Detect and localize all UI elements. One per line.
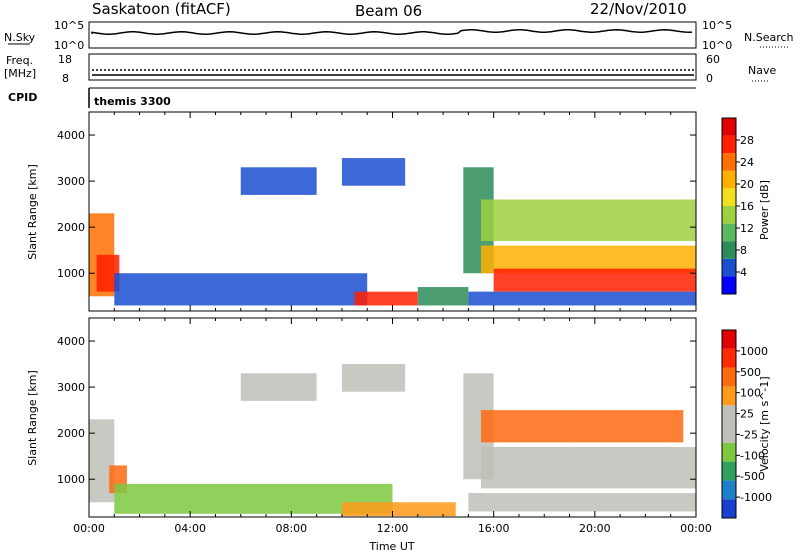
nsearch-tick-bottom: 10^0	[702, 39, 732, 52]
colorbar-swatch	[722, 348, 736, 368]
colorbar-swatch	[722, 188, 736, 206]
data-region	[341, 364, 406, 392]
colorbar-swatch	[722, 405, 736, 424]
y-tick-label: 1000	[57, 267, 85, 280]
x-tick-label: 20:00	[579, 522, 611, 535]
colorbar-tick-label: 20	[740, 178, 754, 191]
colorbar-tick-label: 16	[740, 200, 754, 213]
data-region	[240, 167, 317, 195]
beam-title: Beam 06	[355, 2, 422, 20]
colorbar-swatch	[722, 276, 736, 294]
freq-tick-top: 18	[58, 53, 72, 66]
colorbar-swatch	[722, 118, 736, 136]
colorbar-swatch	[722, 424, 736, 443]
y-tick-label: 2000	[57, 221, 85, 234]
data-region	[481, 199, 696, 241]
colorbar-swatch	[722, 206, 736, 224]
nsky-tick-bottom: 10^0	[54, 39, 84, 52]
date-title: 22/Nov/2010	[590, 0, 687, 18]
x-tick-label: 16:00	[478, 522, 510, 535]
nsky-label: N.Sky	[4, 31, 36, 44]
colorbar-tick-label: -25	[740, 428, 758, 441]
nsky-panel-frame	[88, 21, 697, 49]
colorbar-swatch	[722, 330, 736, 349]
cpid-value: themis 3300	[94, 95, 171, 108]
colorbar-swatch	[722, 258, 736, 277]
nsky-tick-top: 10^5	[54, 19, 84, 32]
colorbar-frame	[721, 329, 737, 519]
data-region	[468, 291, 696, 306]
data-region	[341, 502, 456, 517]
data-region	[96, 254, 120, 292]
nave-label: Nave	[748, 64, 776, 77]
colorbar-tick-label: 1000	[740, 345, 768, 358]
data-region	[569, 410, 684, 443]
x-tick-label: 00:00	[680, 522, 712, 535]
power-panel: 1000 2000 3000 4000	[57, 111, 697, 312]
freq-label-line2: [MHz]	[4, 67, 36, 80]
colorbar-swatch	[722, 480, 736, 500]
colorbar-swatch	[722, 135, 736, 154]
data-region	[468, 493, 696, 512]
colorbar-swatch	[722, 442, 736, 462]
velocity-colorbar: 1000 500 100 25 -25 -100 -500 -1000	[721, 329, 772, 519]
y-tick-label: 3000	[57, 175, 85, 188]
data-region	[481, 410, 570, 443]
y-tick-label: 1000	[57, 473, 85, 486]
power-colorbar: 28 24 20 16 12 8 4	[721, 117, 754, 295]
colorbar-tick-label: 500	[740, 366, 761, 379]
x-tick-label: 04:00	[174, 522, 206, 535]
x-tick-label: 08:00	[275, 522, 307, 535]
colorbar-tick-label: 25	[740, 408, 754, 421]
freq-panel-frame	[88, 53, 697, 81]
nsearch-label: N.Search	[744, 31, 794, 44]
nave-tick-top: 60	[706, 53, 720, 66]
power-colorbar-label: Power [dB]	[758, 180, 771, 240]
data-region	[417, 287, 469, 306]
colorbar-tick-label: -1000	[740, 491, 772, 504]
colorbar-tick-label: 4	[740, 266, 747, 279]
data-region	[481, 446, 696, 489]
velocity-ylabel: Slant Range [km]	[26, 370, 39, 466]
freq-label-line1: Freq.	[6, 54, 33, 67]
colorbar-tick-label: 24	[740, 156, 754, 169]
colorbar-tick-label: 8	[740, 244, 747, 257]
colorbar-swatch	[722, 461, 736, 481]
colorbar-tick-label: -100	[740, 449, 765, 462]
data-region	[354, 291, 418, 306]
data-region	[114, 273, 368, 306]
colorbar-tick-label: -500	[740, 470, 765, 483]
colorbar-tick-label: 28	[740, 134, 754, 147]
velocity-panel: 1000 2000 3000 4000 00:00 04:00 08:00 12:00 16:…	[57, 317, 712, 535]
time-axis-label: Time UT	[368, 540, 414, 553]
colorbar-tick-label: 100	[740, 387, 761, 400]
colorbar-swatch	[722, 241, 736, 259]
colorbar-swatch	[722, 170, 736, 189]
x-tick-label: 12:00	[377, 522, 409, 535]
colorbar-swatch	[722, 367, 736, 387]
x-tick-label: 00:00	[73, 522, 105, 535]
nave-tick-bottom: 0	[706, 72, 713, 85]
data-region	[240, 373, 317, 401]
velocity-colorbar-label: Velocity [m s^-1]	[758, 376, 771, 471]
colorbar-swatch	[722, 223, 736, 242]
y-tick-label: 4000	[57, 335, 85, 348]
data-region	[341, 158, 406, 186]
data-region	[493, 268, 696, 292]
nsearch-tick-top: 10^5	[702, 19, 732, 32]
y-tick-label: 3000	[57, 381, 85, 394]
y-tick-label: 4000	[57, 129, 85, 142]
colorbar-swatch	[722, 153, 736, 171]
colorbar-tick-label: 12	[740, 222, 754, 235]
freq-tick-bottom: 8	[62, 72, 69, 85]
station-title: Saskatoon (fitACF)	[92, 0, 231, 18]
colorbar-swatch	[722, 499, 736, 518]
power-ylabel: Slant Range [km]	[26, 164, 39, 260]
y-tick-label: 2000	[57, 427, 85, 440]
cpid-label: CPID	[8, 91, 37, 104]
nsky-trace	[91, 29, 693, 35]
colorbar-swatch	[722, 386, 736, 406]
